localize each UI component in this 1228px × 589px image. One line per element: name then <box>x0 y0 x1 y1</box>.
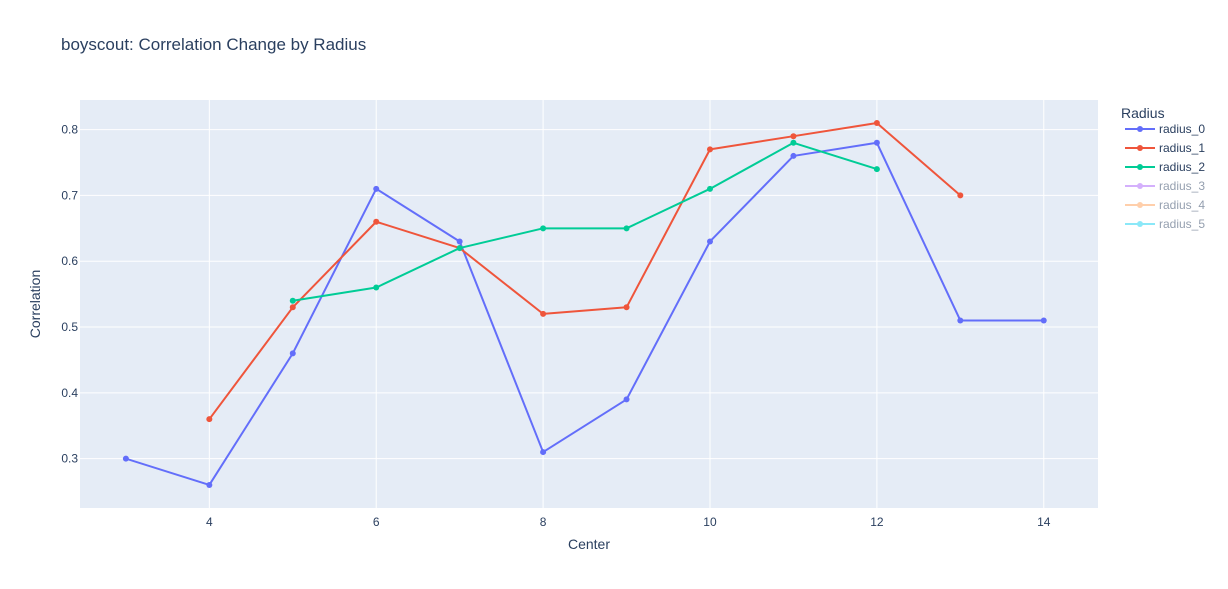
data-point-radius_1[interactable] <box>206 416 213 423</box>
y-tick-label: 0.3 <box>61 452 78 466</box>
data-point-radius_2[interactable] <box>289 297 296 304</box>
legend-item-radius_5[interactable]: radius_5 <box>1125 217 1205 231</box>
data-point-radius_1[interactable] <box>289 304 296 311</box>
data-point-radius_1[interactable] <box>957 192 964 199</box>
x-axis-ticks: 4 6 8 10 12 14 <box>206 515 1051 529</box>
data-point-radius_0[interactable] <box>957 317 964 324</box>
data-point-radius_2[interactable] <box>623 225 630 232</box>
x-tick-label: 14 <box>1037 515 1051 529</box>
y-tick-label: 0.5 <box>61 320 78 334</box>
legend-label: radius_5 <box>1159 217 1205 231</box>
data-point-radius_0[interactable] <box>206 481 213 488</box>
legend-label: radius_1 <box>1159 141 1205 155</box>
data-point-radius_1[interactable] <box>540 310 547 317</box>
gridlines <box>80 100 1098 508</box>
data-point-radius_0[interactable] <box>373 185 380 192</box>
legend-item-radius_2[interactable]: radius_2 <box>1125 160 1205 174</box>
x-axis-title: Center <box>568 536 610 552</box>
data-point-radius_1[interactable] <box>373 218 380 225</box>
series-line-radius_1[interactable] <box>208 122 961 420</box>
data-point-radius_2[interactable] <box>373 284 380 291</box>
series-radius_1 <box>206 120 964 423</box>
data-point-radius_1[interactable] <box>790 133 797 140</box>
legend-item-radius_3[interactable]: radius_3 <box>1125 179 1205 193</box>
x-tick-label: 12 <box>870 515 884 529</box>
legend-swatch-marker <box>1137 164 1143 170</box>
data-point-radius_0[interactable] <box>540 449 547 456</box>
data-point-radius_2[interactable] <box>540 225 547 232</box>
legend: radius_0 radius_1 radius_2 radius_3 radius_4… <box>1125 122 1205 231</box>
data-point-radius_2[interactable] <box>706 185 713 192</box>
legend-label: radius_3 <box>1159 179 1205 193</box>
legend-swatch-marker <box>1137 202 1143 208</box>
data-point-radius_2[interactable] <box>456 245 463 252</box>
series-layer <box>122 120 1047 488</box>
x-tick-label: 8 <box>540 515 547 529</box>
y-tick-label: 0.7 <box>61 188 78 202</box>
x-tick-label: 10 <box>703 515 717 529</box>
data-point-radius_0[interactable] <box>122 455 129 462</box>
legend-label: radius_4 <box>1159 198 1205 212</box>
x-tick-label: 6 <box>373 515 380 529</box>
data-point-radius_0[interactable] <box>1040 317 1047 324</box>
legend-swatch-marker <box>1137 126 1143 132</box>
legend-item-radius_0[interactable]: radius_0 <box>1125 122 1205 136</box>
chart-title: boyscout: Correlation Change by Radius <box>61 35 366 54</box>
data-point-radius_0[interactable] <box>289 350 296 357</box>
y-axis-title: Correlation <box>27 270 43 338</box>
y-tick-label: 0.4 <box>61 386 78 400</box>
legend-swatch-marker <box>1137 183 1143 189</box>
y-axis-ticks: 0.3 0.4 0.5 0.6 0.7 0.8 <box>61 123 78 466</box>
data-point-radius_0[interactable] <box>456 238 463 245</box>
legend-label: radius_0 <box>1159 122 1205 136</box>
legend-item-radius_4[interactable]: radius_4 <box>1125 198 1205 212</box>
data-point-radius_1[interactable] <box>623 304 630 311</box>
legend-swatch-marker <box>1137 221 1143 227</box>
series-line-radius_2[interactable] <box>292 141 878 302</box>
data-point-radius_2[interactable] <box>873 166 880 173</box>
y-tick-label: 0.6 <box>61 254 78 268</box>
legend-swatch-marker <box>1137 145 1143 151</box>
legend-label: radius_2 <box>1159 160 1205 174</box>
x-tick-label: 4 <box>206 515 213 529</box>
data-point-radius_0[interactable] <box>706 238 713 245</box>
y-tick-label: 0.8 <box>61 123 78 137</box>
series-radius_2 <box>289 139 880 304</box>
data-point-radius_1[interactable] <box>706 146 713 153</box>
legend-item-radius_1[interactable]: radius_1 <box>1125 141 1205 155</box>
legend-title: Radius <box>1121 105 1165 121</box>
data-point-radius_2[interactable] <box>790 139 797 146</box>
data-point-radius_0[interactable] <box>790 152 797 159</box>
series-line-radius_0[interactable] <box>125 141 1044 486</box>
data-point-radius_1[interactable] <box>873 120 880 127</box>
data-point-radius_0[interactable] <box>873 139 880 146</box>
data-point-radius_0[interactable] <box>623 396 630 403</box>
series-radius_0 <box>122 139 1047 488</box>
